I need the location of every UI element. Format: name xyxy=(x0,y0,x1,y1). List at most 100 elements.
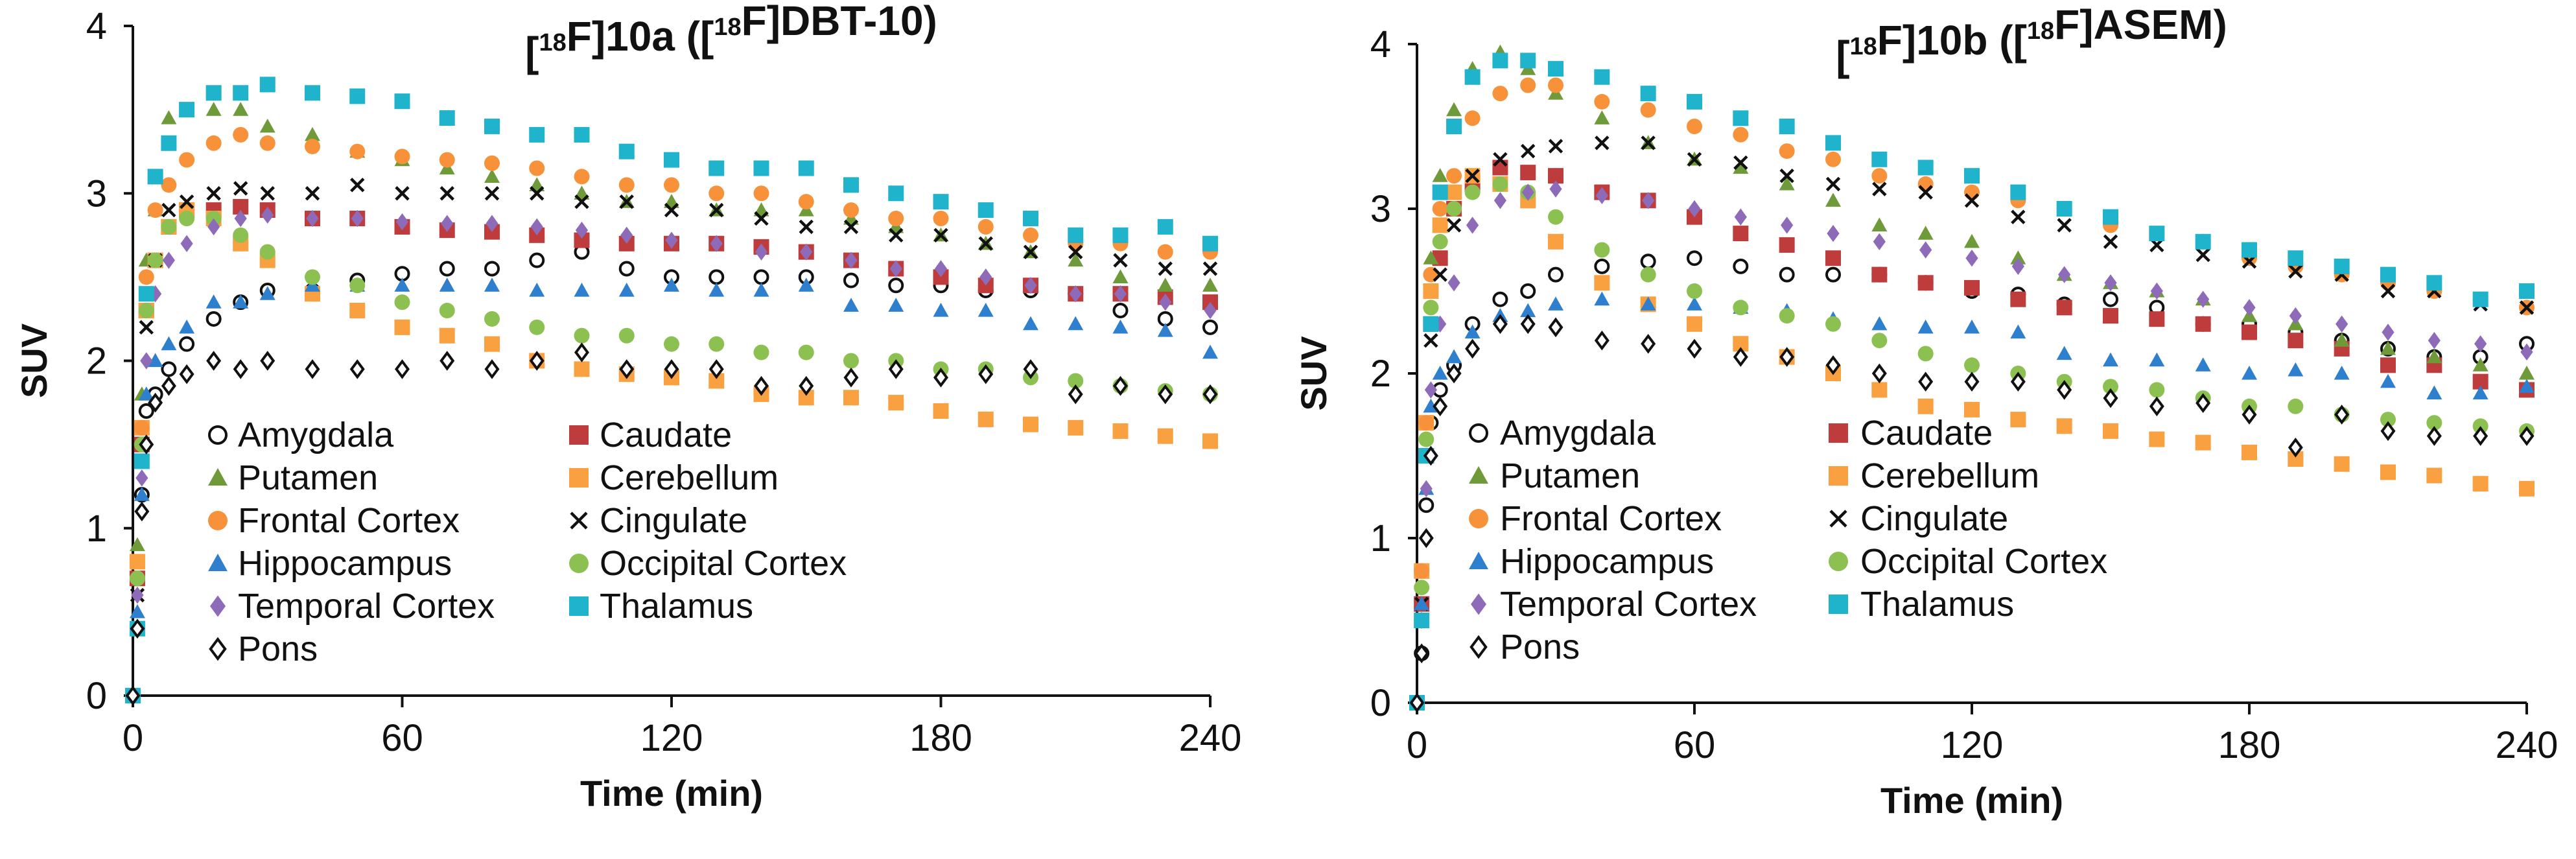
data-point xyxy=(1548,296,1563,311)
y-tick-label: 2 xyxy=(1370,353,1391,395)
data-point xyxy=(1687,93,1702,110)
data-point xyxy=(1112,269,1129,283)
data-point xyxy=(529,283,545,297)
data-point xyxy=(1779,176,1795,191)
data-point xyxy=(1414,580,1430,596)
data-point xyxy=(1548,139,1563,154)
legend-marker xyxy=(208,425,228,445)
data-point xyxy=(1202,433,1218,449)
data-point xyxy=(2519,366,2535,380)
data-point xyxy=(1465,169,1480,183)
data-point xyxy=(530,218,543,236)
data-point xyxy=(206,186,221,201)
chart-panel: 0 60 120 180 240 0 1 2 3 4 Time (min) SUV [18F]10b (… xyxy=(1293,1,2558,821)
data-point xyxy=(1871,151,1888,167)
data-point xyxy=(1733,126,1749,143)
y-tick-label: 3 xyxy=(1370,188,1391,230)
data-point xyxy=(2334,333,2350,347)
data-point xyxy=(1202,344,1218,359)
data-point xyxy=(618,261,635,277)
data-point xyxy=(1423,316,1439,332)
data-point xyxy=(134,453,150,469)
data-point xyxy=(484,169,500,183)
data-point xyxy=(1733,155,1748,171)
data-point xyxy=(484,311,500,327)
legend-marker xyxy=(1469,635,1488,659)
data-point xyxy=(233,359,248,379)
data-point xyxy=(1520,283,1536,299)
data-point xyxy=(933,194,949,210)
data-point xyxy=(2474,335,2487,353)
data-point xyxy=(1068,252,1084,267)
data-point xyxy=(439,152,455,168)
data-point xyxy=(1414,596,1430,611)
data-point xyxy=(138,269,154,285)
data-point xyxy=(618,327,635,344)
data-point xyxy=(2334,405,2350,425)
data-point xyxy=(888,359,904,379)
data-point xyxy=(1687,250,1702,266)
data-point xyxy=(138,403,154,419)
data-point xyxy=(1871,168,1888,184)
data-point xyxy=(1918,185,1933,200)
data-point xyxy=(1446,168,1462,184)
data-point xyxy=(1446,201,1462,217)
data-point xyxy=(1418,415,1434,431)
legend-label: Pons xyxy=(238,630,318,668)
data-point xyxy=(2242,366,2257,380)
data-point xyxy=(484,277,500,292)
data-point xyxy=(484,261,500,277)
data-point xyxy=(978,202,994,218)
data-point xyxy=(2195,316,2211,332)
data-point xyxy=(2010,371,2026,392)
data-point xyxy=(1871,363,1887,384)
legend-label: Caudate xyxy=(600,416,732,454)
data-point xyxy=(305,186,320,201)
data-point xyxy=(1024,277,1037,294)
data-point xyxy=(933,228,948,243)
data-point xyxy=(1825,176,1841,192)
data-point xyxy=(1492,159,1508,176)
data-point xyxy=(529,126,545,143)
legend-marker xyxy=(569,596,589,616)
data-point xyxy=(1917,398,1934,414)
data-point xyxy=(206,351,222,371)
legend-label: Pons xyxy=(1500,628,1580,666)
data-point xyxy=(1779,237,1795,253)
data-point xyxy=(1964,233,1980,248)
legend-label: Occipital Cortex xyxy=(1860,542,2107,581)
data-point xyxy=(1825,355,1841,375)
legend-label: Caudate xyxy=(1860,414,1993,453)
data-point xyxy=(1964,371,1980,392)
data-point xyxy=(798,160,814,176)
data-point xyxy=(1733,159,1749,174)
data-point xyxy=(394,148,410,165)
data-point xyxy=(439,327,455,344)
legend-marker xyxy=(1829,510,1847,528)
data-point xyxy=(439,110,455,126)
data-point xyxy=(139,320,154,335)
data-point xyxy=(843,272,859,288)
data-point xyxy=(1492,291,1508,307)
data-point xyxy=(1204,301,1217,320)
data-point xyxy=(1687,152,1702,167)
data-point xyxy=(754,375,769,396)
data-point xyxy=(2103,388,2118,408)
data-point xyxy=(179,152,195,168)
data-point xyxy=(1871,333,1888,349)
data-point xyxy=(2103,352,2118,367)
data-point xyxy=(1688,200,1701,218)
data-point xyxy=(2288,398,2304,414)
data-point xyxy=(1157,277,1173,292)
data-point xyxy=(1492,314,1508,335)
data-point xyxy=(2519,379,2535,393)
data-point xyxy=(1068,373,1084,389)
data-point xyxy=(2426,349,2442,364)
data-point xyxy=(708,336,725,352)
data-point xyxy=(484,336,500,352)
legend-label: Temporal Cortex xyxy=(238,587,495,626)
data-point xyxy=(1871,266,1888,283)
data-point xyxy=(2288,333,2304,349)
data-point xyxy=(1113,253,1128,268)
data-point xyxy=(1433,267,1447,282)
